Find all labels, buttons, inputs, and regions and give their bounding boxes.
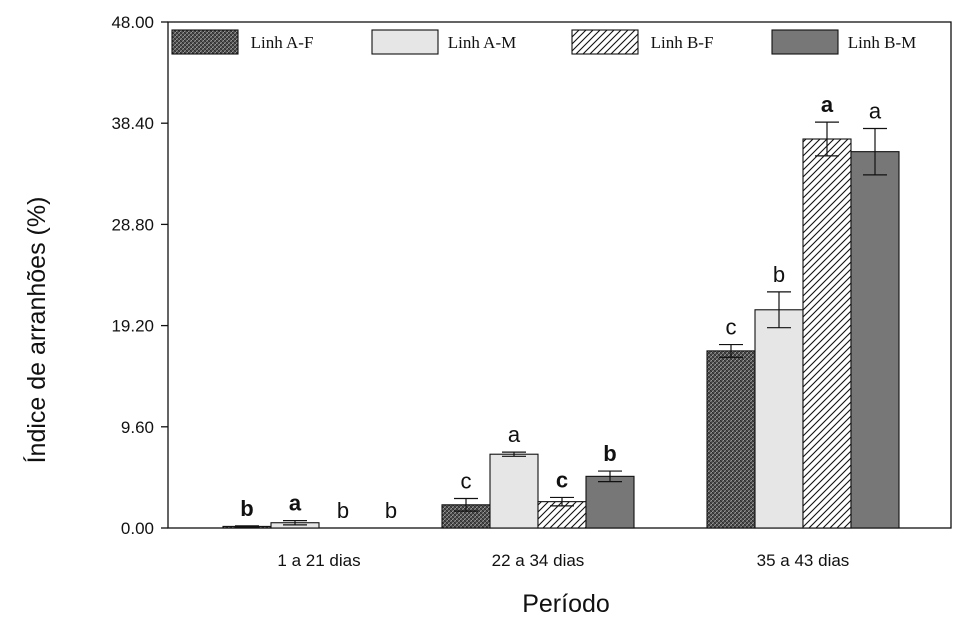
significance-letter: a: [289, 491, 302, 516]
y-tick-label: 38.40: [111, 114, 154, 133]
y-tick-label: 19.20: [111, 317, 154, 336]
significance-letter: b: [337, 498, 349, 523]
significance-letter: a: [821, 92, 834, 117]
y-tick-label: 48.00: [111, 13, 154, 32]
legend-label: Linh B-F: [651, 33, 714, 52]
legend-swatch: [371, 29, 439, 55]
significance-letter: b: [773, 262, 785, 287]
x-tick-label: 1 a 21 dias: [277, 551, 360, 570]
x-axis-title: Período: [522, 590, 610, 618]
significance-letter: c: [726, 315, 737, 340]
bar-linh-a-m: [489, 453, 539, 529]
y-tick-label: 28.80: [111, 215, 154, 234]
legend: Linh A-F Linh A-M Linh B-F Linh B-M: [171, 29, 916, 55]
significance-letter: b: [603, 441, 616, 466]
significance-letter: c: [461, 468, 472, 493]
significance-letters: b a b b c a c b c b a a: [240, 92, 882, 523]
legend-swatch: [771, 29, 839, 55]
y-axis-title: Índice de arranhões (%): [22, 197, 51, 464]
significance-letter: a: [869, 98, 882, 123]
bar-linh-a-f: [706, 350, 756, 529]
legend-label: Linh A-M: [448, 33, 516, 52]
bar-linh-b-f: [802, 138, 852, 529]
y-axis: 0.00 9.60 19.20 28.80 38.40 48.00: [111, 13, 168, 538]
x-axis: 1 a 21 dias 22 a 34 dias 35 a 43 dias: [277, 551, 849, 570]
y-tick-label: 9.60: [121, 418, 154, 437]
significance-letter: a: [508, 422, 521, 447]
x-tick-label: 22 a 34 dias: [492, 551, 585, 570]
error-bars: [235, 121, 887, 528]
bar-linh-a-m: [754, 309, 804, 529]
significance-letter: b: [240, 496, 253, 521]
legend-label: Linh A-F: [251, 33, 314, 52]
legend-swatch: [571, 29, 639, 55]
legend-label: Linh B-M: [848, 33, 916, 52]
significance-letter: b: [385, 498, 397, 523]
significance-letter: c: [556, 467, 568, 492]
y-tick-label: 0.00: [121, 519, 154, 538]
bar-linh-b-m: [850, 151, 900, 529]
legend-swatch: [171, 29, 239, 55]
bar-linh-b-m: [585, 475, 635, 529]
x-tick-label: 35 a 43 dias: [757, 551, 850, 570]
